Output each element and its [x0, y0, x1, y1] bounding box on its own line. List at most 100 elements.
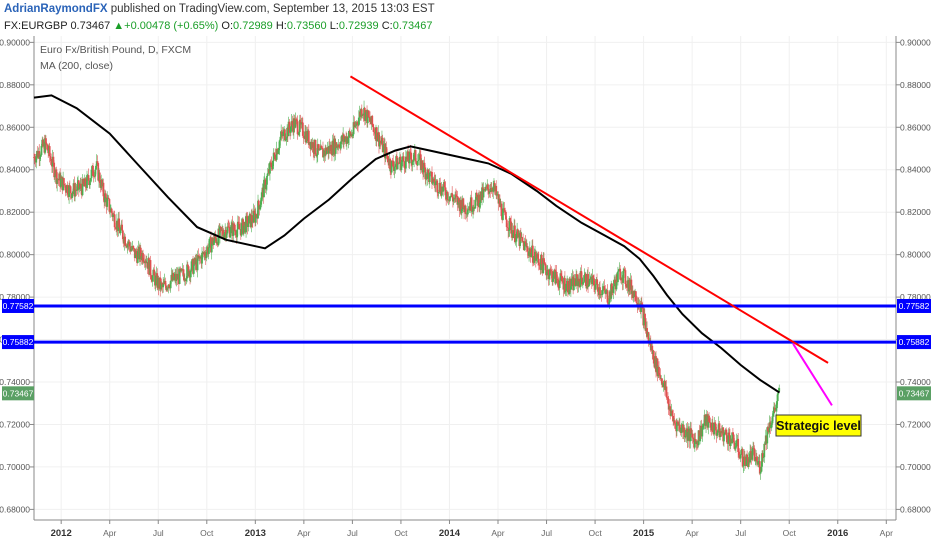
- candle-body: [507, 227, 510, 231]
- candle-body: [676, 421, 678, 432]
- candle-body: [537, 258, 540, 265]
- candle-body: [360, 109, 363, 116]
- candle-body: [35, 156, 38, 163]
- candle-body: [379, 140, 382, 143]
- x-tick-label: Oct: [783, 528, 797, 538]
- candle-body: [662, 383, 665, 388]
- candle-body: [63, 184, 66, 186]
- candle-body: [297, 134, 300, 136]
- arrow-line[interactable]: [792, 343, 833, 406]
- candle-body: [770, 423, 773, 425]
- candle-body: [353, 122, 356, 128]
- candle-body: [257, 200, 259, 219]
- candle-body: [413, 152, 415, 161]
- candle-body: [711, 422, 714, 432]
- candle-body: [282, 131, 285, 137]
- candle-body: [666, 397, 669, 398]
- x-tick-label: 2016: [827, 528, 848, 539]
- candle-body: [238, 223, 241, 230]
- annotation-box[interactable]: [775, 414, 862, 437]
- candle-body: [368, 116, 371, 118]
- candle-body: [647, 332, 650, 342]
- candle-body: [484, 186, 487, 191]
- candle-body: [366, 110, 369, 124]
- candle-body: [525, 242, 527, 247]
- x-tick-label: Oct: [588, 528, 602, 538]
- y-tick-label-right: 0.80000: [900, 250, 931, 260]
- candle-body: [260, 192, 263, 202]
- candle-body: [163, 283, 165, 285]
- candle-body: [287, 121, 290, 137]
- candle-body: [667, 397, 669, 399]
- level-badge-right-text: 0.75882: [899, 337, 930, 347]
- candle-body: [98, 172, 101, 184]
- legend-indicator[interactable]: MA (200, close): [40, 60, 113, 72]
- candle-body: [760, 466, 763, 472]
- candle-body: [178, 268, 181, 285]
- candle-body: [749, 451, 751, 463]
- candle-body: [84, 178, 87, 187]
- price-chart[interactable]: 0.90000 0.90000 0.88000 0.88000 0.86000 0.860…: [0, 36, 932, 550]
- candle-body: [45, 138, 47, 144]
- candle-body: [684, 435, 687, 437]
- candle-body: [701, 427, 704, 437]
- candle-body: [694, 439, 697, 441]
- candle-body: [423, 162, 426, 168]
- level-badge-right: [897, 298, 931, 313]
- candle-body: [233, 229, 236, 231]
- candle-body: [773, 407, 776, 410]
- chart-area[interactable]: 0.90000 0.90000 0.88000 0.88000 0.86000 0.860…: [0, 36, 932, 550]
- author-link[interactable]: AdrianRaymondFX: [4, 3, 108, 15]
- candle-body: [592, 275, 595, 279]
- candle-body: [564, 278, 566, 293]
- candle-body: [401, 159, 404, 163]
- candle-body: [130, 248, 132, 252]
- publish-info: AdrianRaymondFX published on TradingView…: [4, 3, 435, 15]
- candle-body: [205, 251, 208, 259]
- candle-body: [301, 122, 303, 123]
- candle-body: [245, 215, 248, 217]
- candle-body: [160, 282, 162, 290]
- candle-body: [213, 240, 215, 245]
- candle-body: [664, 380, 666, 391]
- candle-body: [635, 301, 638, 303]
- candle-body: [624, 270, 627, 285]
- candle-body: [556, 278, 559, 281]
- candle-body: [321, 147, 324, 149]
- candle-body: [378, 132, 380, 147]
- candle-body: [732, 432, 734, 435]
- price-change: +0.00478 (+0.65%): [124, 20, 219, 32]
- candle-body: [772, 413, 775, 417]
- candle-body: [81, 178, 84, 196]
- publish-text: published on TradingView.com, September …: [107, 3, 435, 15]
- candle-body: [443, 182, 446, 188]
- candle-body: [252, 210, 255, 223]
- candle-body: [735, 440, 738, 447]
- chart-header: AdrianRaymondFX published on TradingView…: [0, 0, 932, 36]
- candle-body: [416, 161, 419, 166]
- candle-body: [702, 423, 705, 426]
- candle-body: [581, 282, 584, 285]
- candle-body: [119, 228, 122, 234]
- candle-body: [776, 393, 779, 402]
- candle-body: [298, 132, 300, 135]
- candle-body: [263, 179, 265, 198]
- candle-body: [330, 144, 333, 155]
- candle-body: [414, 150, 417, 162]
- candle-body: [162, 283, 165, 288]
- ma200-line[interactable]: [33, 94, 781, 394]
- candle-body: [566, 281, 569, 293]
- symbol-label[interactable]: FX:EURGBP: [4, 20, 68, 32]
- candle-body: [237, 221, 240, 224]
- candle-body: [460, 200, 463, 214]
- candle-body: [76, 184, 79, 191]
- trendline[interactable]: [349, 75, 829, 364]
- candle-body: [761, 453, 764, 459]
- candle-body: [215, 238, 218, 244]
- candle-body: [201, 252, 203, 264]
- candle-body: [382, 145, 385, 153]
- candle-body: [705, 416, 707, 426]
- candle-body: [581, 278, 583, 285]
- x-tick-label: Oct: [394, 528, 408, 538]
- candle-body: [519, 232, 522, 246]
